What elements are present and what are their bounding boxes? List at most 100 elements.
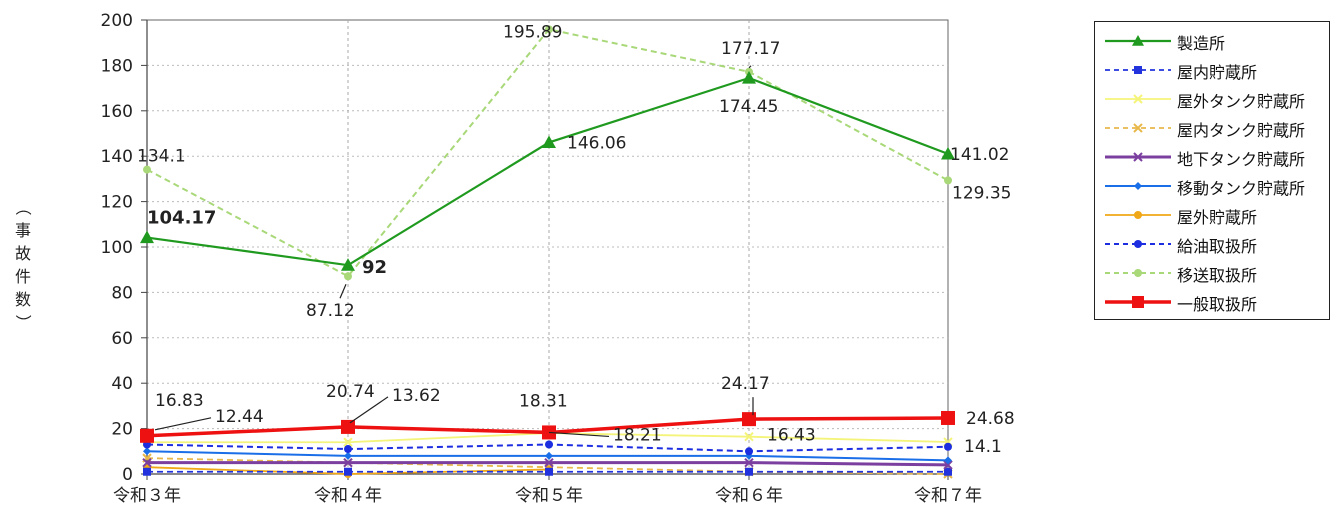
label-leader: [339, 284, 347, 299]
legend-swatch: [1105, 269, 1171, 277]
data-point: [142, 457, 152, 468]
marker-stroke: [142, 457, 152, 468]
data-point: [344, 467, 352, 476]
legend-swatch: [1105, 240, 1171, 248]
marker-stroke: [1133, 94, 1143, 104]
data-labels: 104.17 92 146.06 174.45 141.02 134.1 87.12 195.…: [137, 22, 1015, 457]
data-point: [941, 410, 955, 425]
legend-swatch: [1105, 152, 1171, 162]
y-tick-label: 100: [101, 238, 133, 258]
data-label: 104.17: [147, 208, 216, 229]
label-leader: [548, 431, 610, 438]
data-label: 195.89: [503, 22, 562, 42]
y-tick-label: 80: [111, 283, 133, 303]
legend-swatch: [1105, 35, 1171, 46]
data-label: 174.45: [719, 97, 778, 117]
data-label: 146.06: [567, 133, 626, 153]
label-leader: [748, 65, 752, 69]
marker-stroke: [343, 457, 353, 468]
data-point: [944, 456, 952, 465]
legend-label: 屋外タンク貯蔵所: [1177, 92, 1306, 111]
data-label: 16.43: [767, 426, 816, 446]
legend-marker: [1133, 123, 1143, 133]
data-point: [143, 447, 151, 456]
legend-item: 移送取扱所: [1095, 260, 1329, 286]
data-point: [742, 70, 756, 84]
legend-label: 製造所: [1177, 34, 1226, 53]
data-label: 18.31: [519, 391, 568, 411]
data-label: 16.83: [155, 391, 204, 411]
y-tick-label: 200: [101, 11, 133, 31]
data-point: [140, 230, 154, 244]
legend-label: 地下タンク貯蔵所: [1177, 150, 1306, 169]
data-point: [944, 176, 952, 185]
data-point: [344, 451, 352, 460]
data-point: [742, 412, 756, 427]
legend-item: 製造所: [1095, 28, 1329, 54]
data-label: 141.02: [950, 145, 1009, 165]
data-point: [143, 467, 151, 476]
data-point: [344, 272, 352, 281]
marker-stroke: [943, 460, 953, 470]
marker-stroke: [544, 457, 554, 468]
marker-stroke: [1133, 152, 1143, 162]
legend-marker: [1134, 211, 1142, 219]
x-tick-label: 令和６年: [715, 486, 783, 506]
marker-stroke: [744, 431, 754, 442]
legend-marker: [1134, 182, 1142, 190]
marker-stroke: [744, 457, 754, 468]
y-tick-label: 40: [111, 374, 133, 394]
data-point: [941, 146, 955, 160]
axes: 0 20 40 60 80 100 120 140 160 180 200 令和３年 令和４年 令和５年 令…: [101, 11, 982, 506]
legend-marker: [1134, 240, 1142, 248]
legend: 製造所屋内貯蔵所屋外タンク貯蔵所屋内タンク貯蔵所地下タンク貯蔵所 移動タンク貯蔵所…: [1094, 21, 1330, 320]
data-label: 13.62: [392, 386, 441, 406]
data-point: [545, 25, 553, 34]
y-tick-label: 60: [111, 329, 133, 349]
data-point: [344, 445, 352, 454]
data-point: [745, 447, 753, 456]
data-point: [140, 428, 154, 443]
legend-item: 一般取扱所: [1095, 289, 1329, 315]
data-point: [744, 457, 754, 468]
marker-stroke: [1133, 123, 1143, 133]
legend-label: 移動タンク貯蔵所: [1177, 179, 1306, 198]
data-point: [341, 258, 355, 271]
y-tick-label: 120: [101, 193, 133, 213]
data-point: [745, 467, 753, 476]
data-label: 177.17: [721, 39, 780, 59]
series-line: [146, 28, 949, 278]
legend-item: 屋外タンク貯蔵所: [1095, 86, 1329, 112]
legend-marker: [1132, 296, 1144, 308]
legend-label: 屋内貯蔵所: [1177, 63, 1258, 82]
label-leader: [349, 396, 389, 424]
data-point: [542, 135, 556, 149]
legend-item: 屋内タンク貯蔵所: [1095, 115, 1329, 141]
data-label: 129.35: [952, 183, 1011, 203]
data-point: [944, 442, 952, 451]
legend-marker: [1134, 269, 1142, 277]
data-point: [343, 457, 353, 468]
y-tick-label: 20: [111, 420, 133, 440]
data-point: [143, 165, 151, 174]
legend-label: 給油取扱所: [1177, 237, 1258, 256]
legend-item: 屋内貯蔵所: [1095, 57, 1329, 83]
legend-item: 移動タンク貯蔵所: [1095, 173, 1329, 199]
data-label: 134.1: [137, 147, 186, 167]
data-label: 12.44: [215, 407, 264, 427]
data-point: [744, 431, 754, 442]
x-tick-label: 令和５年: [515, 486, 583, 506]
legend-label: 移送取扱所: [1177, 266, 1258, 285]
y-tick-label: 140: [101, 147, 133, 167]
y-tick-label: 160: [101, 102, 133, 122]
series-製造所: [140, 70, 955, 271]
data-point: [544, 457, 554, 468]
data-point: [545, 440, 553, 449]
data-point: [545, 467, 553, 476]
data-point: [343, 437, 353, 447]
y-tick-label: 0: [122, 465, 133, 485]
legend-swatch: [1105, 94, 1171, 104]
legend-marker: [1133, 94, 1143, 104]
data-point: [545, 451, 553, 460]
